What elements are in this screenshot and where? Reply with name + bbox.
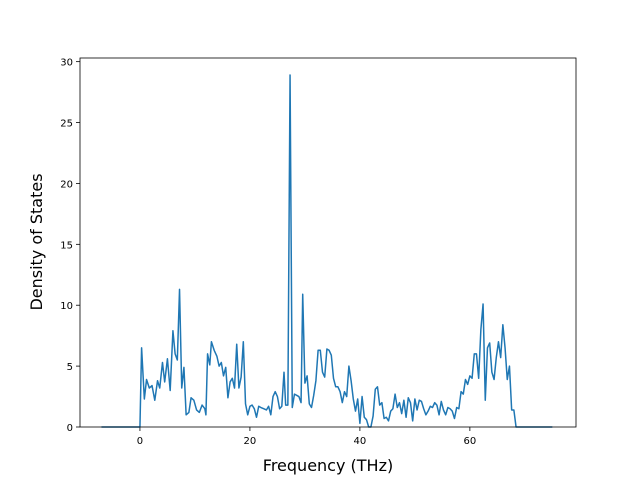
y-tick-label: 30 (60, 58, 73, 69)
x-tick-label: 0 (137, 436, 143, 447)
y-tick-label: 10 (60, 301, 73, 312)
y-tick-label: 15 (60, 240, 73, 251)
dos-line (101, 74, 553, 428)
y-tick-label: 5 (67, 362, 73, 373)
y-tick-label: 25 (60, 119, 73, 130)
y-tick-label: 20 (60, 179, 73, 190)
plot-frame (79, 57, 577, 428)
x-tick-label: 60 (464, 436, 477, 447)
y-tick-label: 0 (67, 423, 73, 434)
y-axis-label: Density of States (27, 173, 46, 310)
x-tick-label: 20 (244, 436, 257, 447)
x-tick-label: 40 (354, 436, 367, 447)
x-axis-label: Frequency (THz) (263, 456, 393, 475)
